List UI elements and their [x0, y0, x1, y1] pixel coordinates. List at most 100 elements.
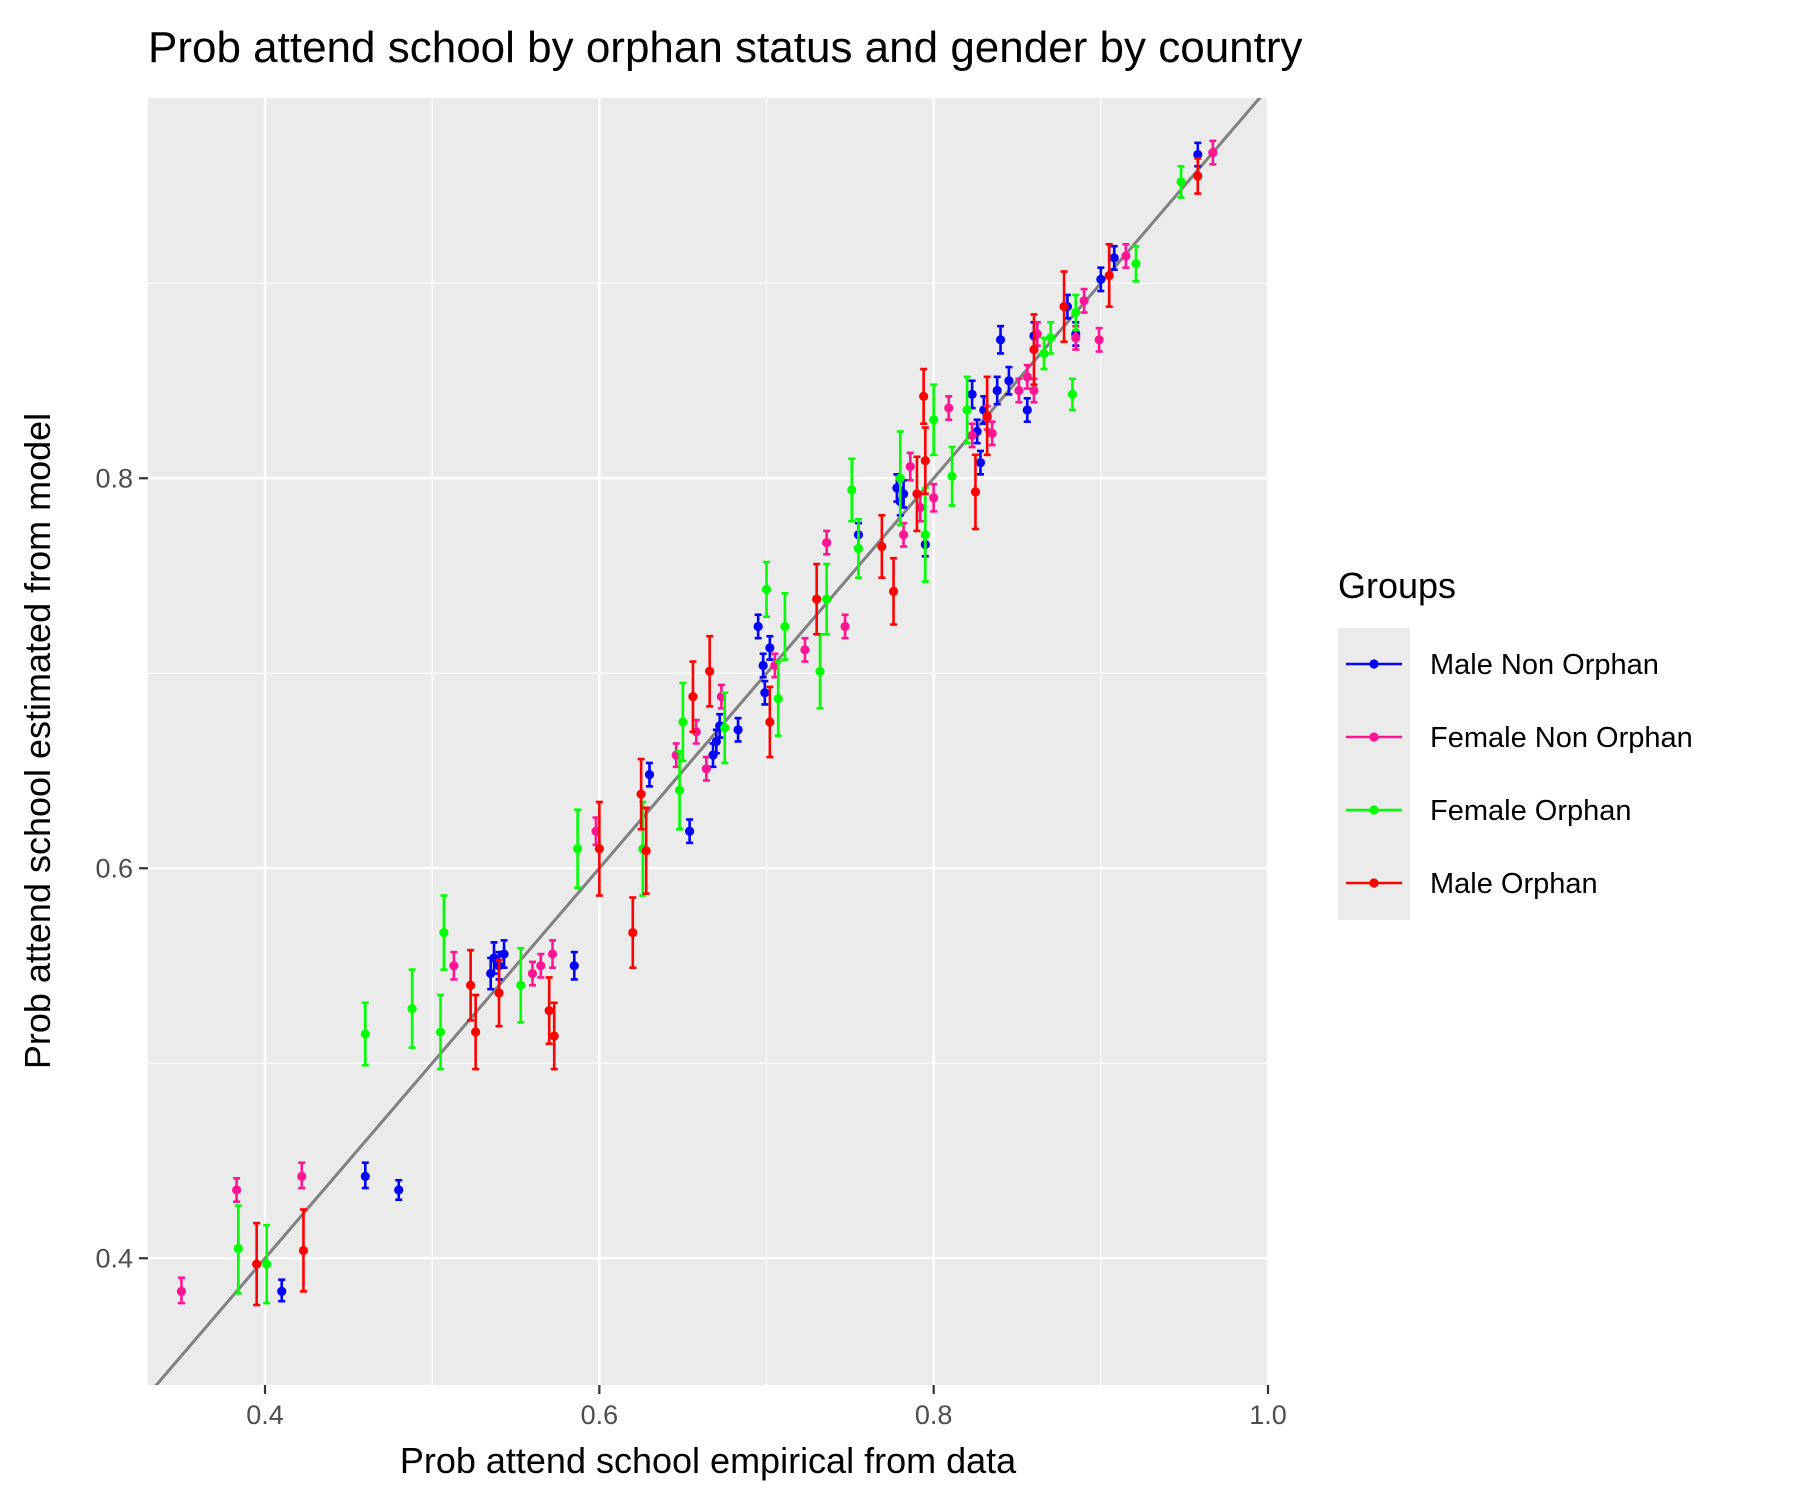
- data-point: [1094, 335, 1104, 345]
- data-point: [822, 538, 832, 548]
- legend-label: Female Non Orphan: [1430, 722, 1693, 754]
- data-point: [919, 391, 929, 401]
- y-tick-label: 0.8: [95, 463, 133, 493]
- data-point: [753, 621, 763, 632]
- data-point: [685, 826, 695, 836]
- data-point: [176, 1286, 187, 1296]
- series-2: [233, 164, 1186, 1305]
- data-point: [780, 621, 790, 632]
- y-axis: 0.4 0.6 0.8: [95, 463, 148, 1273]
- data-point: [773, 694, 783, 704]
- data-point: [1059, 302, 1069, 312]
- data-point: [701, 764, 711, 774]
- data-point: [527, 968, 538, 979]
- reference-line-layer: [154, 98, 1262, 1385]
- legend-label: Male Non Orphan: [1430, 649, 1659, 681]
- data-point: [594, 844, 604, 854]
- data-point: [494, 988, 504, 998]
- data-point: [847, 485, 857, 495]
- data-point: [975, 458, 986, 468]
- data-point: [895, 473, 905, 483]
- data-point: [569, 961, 579, 971]
- legend: Groups Male Non Orphan Female Non Orphan F…: [1338, 565, 1693, 920]
- data-point: [1079, 296, 1089, 306]
- data-point: [471, 1027, 481, 1037]
- data-point: [765, 643, 775, 653]
- data-point: [711, 736, 721, 747]
- data-point: [449, 961, 459, 971]
- data-point: [822, 594, 832, 604]
- data-point: [1029, 385, 1039, 396]
- legend-title: Groups: [1338, 565, 1456, 606]
- data-point: [800, 645, 810, 655]
- data-point: [929, 415, 939, 425]
- x-tick-label: 0.4: [246, 1400, 284, 1430]
- x-tick-label: 1.0: [1249, 1400, 1287, 1430]
- y-tick-label: 0.6: [95, 853, 133, 883]
- data-point: [394, 1185, 404, 1195]
- data-point: [678, 717, 688, 727]
- series-1: [176, 139, 1218, 1305]
- data-point: [815, 666, 825, 676]
- data-point: [705, 666, 715, 676]
- data-point: [1193, 149, 1203, 160]
- data-point: [733, 725, 743, 735]
- data-point: [760, 688, 770, 698]
- data-point: [1071, 333, 1081, 343]
- x-axis-title: Prob attend school empirical from data: [400, 1440, 1017, 1481]
- data-point: [982, 411, 992, 421]
- data-point: [720, 723, 730, 733]
- data-point: [644, 770, 655, 780]
- data-point: [549, 1031, 559, 1041]
- data-point: [547, 949, 558, 959]
- data-point: [1109, 253, 1119, 263]
- x-tick-label: 0.6: [581, 1400, 619, 1430]
- data-point: [877, 541, 887, 552]
- x-tick-label: 0.8: [915, 1400, 953, 1430]
- series-layer: [176, 139, 1218, 1307]
- chart-title: Prob attend school by orphan status and …: [148, 23, 1303, 72]
- data-point: [1067, 389, 1078, 399]
- legend-key-point: [1369, 732, 1379, 742]
- series-3: [252, 157, 1203, 1307]
- legend-label: Female Orphan: [1430, 795, 1632, 827]
- data-point: [439, 928, 449, 938]
- y-axis-title: Prob attend school estimated from model: [17, 413, 58, 1069]
- data-point: [898, 530, 909, 540]
- data-point: [761, 584, 772, 595]
- data-point: [407, 1004, 417, 1014]
- legend-key-point: [1369, 805, 1379, 815]
- data-point: [1004, 376, 1014, 386]
- data-point: [466, 980, 476, 990]
- data-point: [636, 789, 646, 799]
- data-point: [252, 1259, 262, 1269]
- x-axis: 0.4 0.6 0.8 1.0: [246, 1385, 1287, 1430]
- data-point: [262, 1259, 272, 1269]
- legend-key-point: [1369, 659, 1379, 669]
- grid-major: [148, 98, 1270, 1385]
- data-point: [1096, 274, 1106, 284]
- data-point: [641, 846, 651, 856]
- data-point: [912, 489, 922, 499]
- data-point: [920, 456, 930, 466]
- y-tick-label: 0.4: [95, 1243, 133, 1273]
- data-point: [992, 385, 1002, 396]
- legend-key-background: [1338, 628, 1410, 920]
- data-point: [1121, 251, 1131, 261]
- data-point: [536, 961, 546, 971]
- data-point: [905, 461, 915, 472]
- data-point: [1176, 177, 1186, 187]
- data-point: [888, 586, 899, 596]
- data-point: [947, 471, 957, 481]
- data-point: [1071, 307, 1081, 318]
- data-point: [967, 389, 977, 399]
- legend-items: Male Non Orphan Female Non Orphan Female O…: [1346, 649, 1693, 900]
- data-point: [840, 621, 850, 632]
- data-point: [1131, 259, 1141, 269]
- grid-minor: [148, 98, 1268, 1385]
- data-point: [1208, 148, 1218, 158]
- data-point: [1104, 270, 1114, 281]
- legend-label: Male Orphan: [1430, 868, 1598, 900]
